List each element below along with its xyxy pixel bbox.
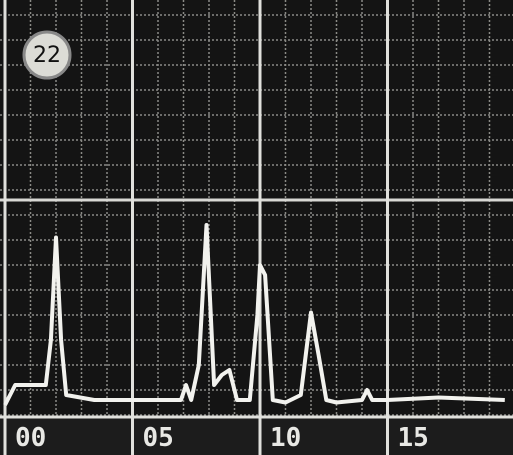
x-tick-label: 15 xyxy=(398,423,429,453)
minor-grid xyxy=(0,0,513,416)
badge xyxy=(22,30,72,80)
trace xyxy=(3,223,505,406)
label-strip xyxy=(0,418,513,455)
x-tick-label: 00 xyxy=(15,423,46,453)
badge-label: 22 xyxy=(33,43,61,68)
x-tick-label: 10 xyxy=(270,423,301,453)
x-tick-label: 05 xyxy=(143,423,174,453)
